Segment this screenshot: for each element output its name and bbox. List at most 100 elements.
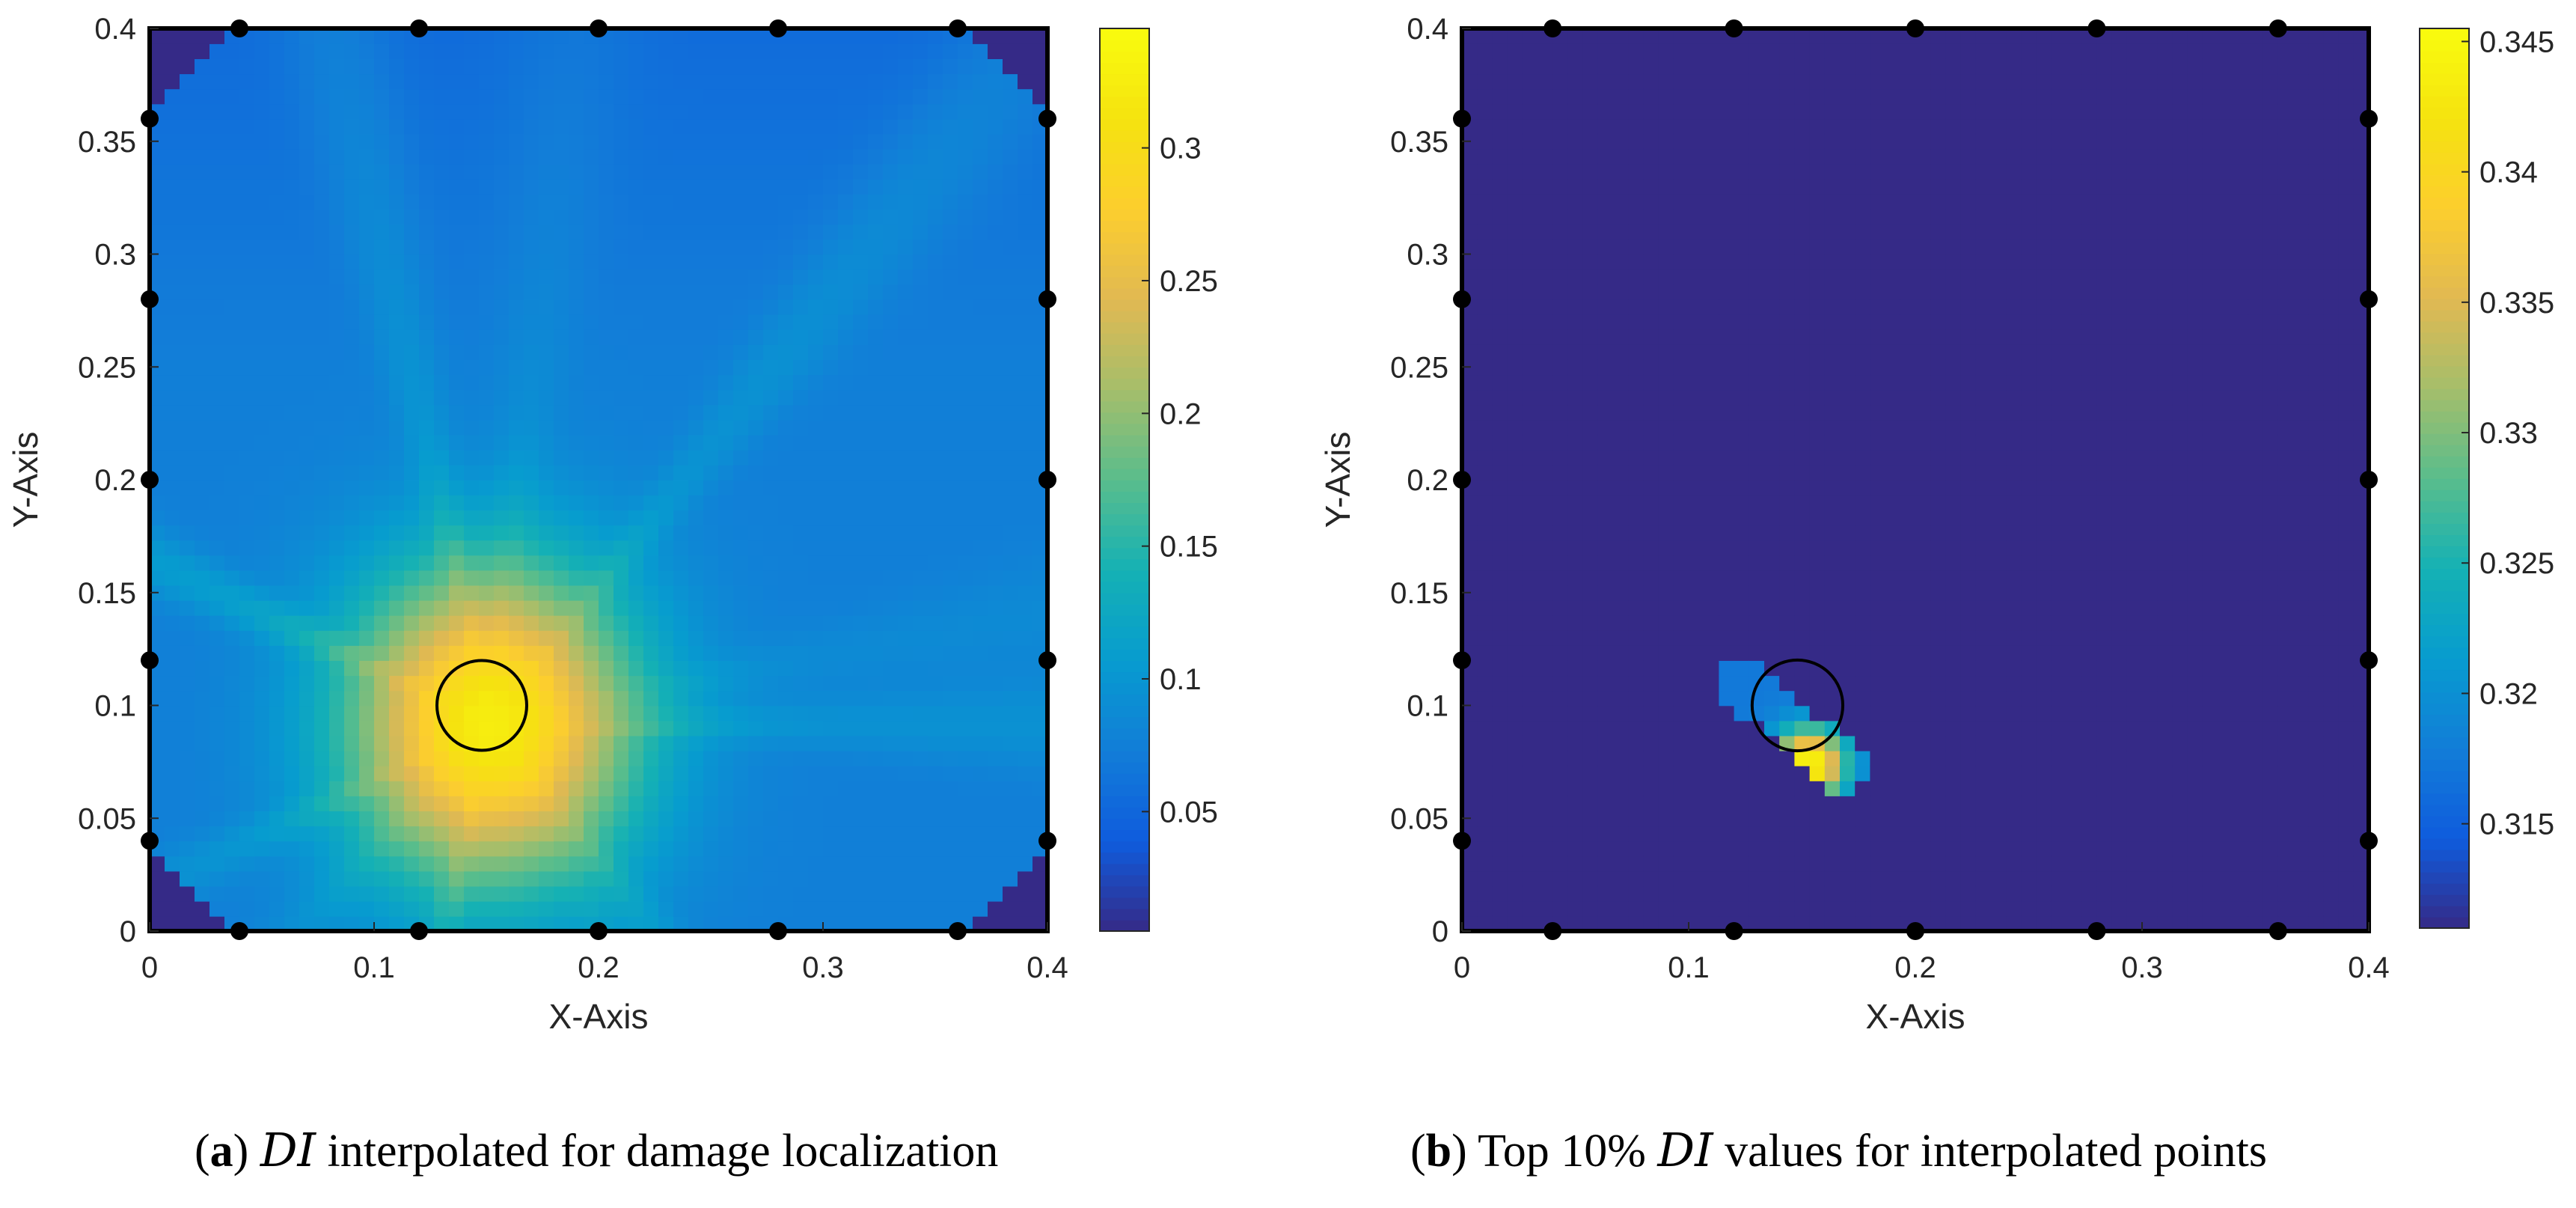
heatmap-cell	[1749, 434, 1765, 451]
heatmap-cell	[733, 826, 749, 842]
heatmap-cell	[165, 209, 180, 225]
heatmap-cell	[1673, 675, 1689, 692]
heatmap-cell	[374, 900, 390, 917]
heatmap-cell	[1764, 449, 1780, 466]
heatmap-cell	[733, 58, 749, 75]
heatmap-cell	[584, 870, 599, 887]
heatmap-cell	[569, 329, 584, 345]
heatmap-cell	[554, 194, 569, 210]
heatmap-cell	[239, 434, 255, 451]
heatmap-cell	[464, 480, 480, 495]
heatmap-cell	[524, 239, 539, 255]
heatmap-cell	[165, 133, 180, 150]
heatmap-cell	[1764, 480, 1780, 495]
heatmap-cell	[165, 585, 180, 601]
heatmap-cell	[643, 750, 659, 766]
heatmap-cell	[1582, 841, 1599, 857]
heatmap-cell	[180, 525, 195, 541]
heatmap-cell	[958, 600, 973, 616]
heatmap-cell	[883, 344, 899, 360]
heatmap-cell	[1613, 870, 1629, 887]
heatmap-cell	[913, 811, 928, 827]
heatmap-cell	[1734, 314, 1750, 330]
heatmap-cell	[239, 148, 255, 165]
heatmap-cell	[643, 735, 659, 751]
heatmap-cell	[628, 630, 644, 646]
heatmap-cell	[1749, 449, 1765, 466]
heatmap-cell	[1018, 660, 1033, 677]
heatmap-cell	[389, 344, 405, 360]
heatmap-cell	[733, 434, 749, 451]
heatmap-cell	[943, 404, 958, 421]
heatmap-cell	[314, 464, 330, 481]
heatmap-cell	[1538, 179, 1553, 195]
heatmap-cell	[778, 645, 794, 661]
heatmap-cell	[718, 690, 734, 707]
colorbar-segment	[1100, 310, 1149, 323]
heatmap-cell	[1567, 58, 1584, 75]
heatmap-cell	[209, 179, 225, 195]
heatmap-cell	[1507, 720, 1523, 736]
heatmap-cell	[973, 374, 988, 391]
heatmap-cell	[1538, 705, 1553, 722]
heatmap-cell	[494, 118, 510, 135]
heatmap-cell	[554, 284, 569, 300]
heatmap-cell	[1734, 555, 1750, 571]
heatmap-cell	[628, 419, 644, 436]
heatmap-cell	[763, 480, 779, 495]
heatmap-cell	[479, 480, 495, 495]
heatmap-cell	[1522, 133, 1538, 150]
heatmap-cell	[404, 750, 420, 766]
heatmap-cell	[1719, 720, 1735, 736]
heatmap-cell	[344, 540, 360, 556]
heatmap-cell	[883, 299, 899, 315]
heatmap-cell	[1032, 585, 1048, 601]
heatmap-cell	[254, 163, 270, 180]
heatmap-cell	[389, 209, 405, 225]
heatmap-cell	[314, 781, 330, 796]
heatmap-cell	[973, 570, 988, 586]
heatmap-cell	[658, 540, 674, 556]
heatmap-cell	[1018, 690, 1033, 707]
heatmap-cell	[1628, 811, 1645, 827]
heatmap-cell	[1658, 540, 1674, 556]
heatmap-cell	[973, 675, 988, 692]
heatmap-cell	[404, 133, 420, 150]
colorbar-segment	[1100, 919, 1149, 932]
heatmap-cell	[628, 495, 644, 510]
heatmap-cell	[1613, 58, 1629, 75]
heatmap-cell	[778, 540, 794, 556]
heatmap-cell	[898, 239, 914, 255]
heatmap-cell	[1538, 209, 1553, 225]
heatmap-cell	[1477, 811, 1493, 827]
heatmap-cell	[524, 540, 539, 556]
heatmap-cell	[628, 765, 644, 781]
heatmap-cell	[599, 224, 614, 240]
heatmap-cell	[1749, 841, 1765, 857]
heatmap-cell	[778, 781, 794, 796]
heatmap-cell	[988, 43, 1003, 59]
heatmap-cell	[599, 510, 614, 526]
heatmap-cell	[1032, 88, 1048, 105]
heatmap-cell	[434, 284, 450, 300]
heatmap-cell	[1673, 826, 1689, 842]
heatmap-cell	[269, 163, 285, 180]
heatmap-cell	[1567, 28, 1584, 44]
heatmap-cell	[688, 900, 704, 917]
heatmap-cell	[599, 148, 614, 165]
heatmap-cell	[673, 148, 689, 165]
heatmap-cell	[509, 855, 524, 872]
heatmap-cell	[404, 359, 420, 376]
heatmap-cell	[404, 329, 420, 345]
heatmap-cell	[404, 600, 420, 616]
heatmap-cell	[628, 570, 644, 586]
heatmap-cell	[1643, 209, 1659, 225]
heatmap-cell	[1749, 855, 1765, 872]
heatmap-cell	[958, 224, 973, 240]
heatmap-cell	[1538, 600, 1553, 616]
heatmap-cell	[928, 344, 943, 360]
heatmap-cell	[1492, 58, 1508, 75]
heatmap-cell	[599, 374, 614, 391]
heatmap-cell	[628, 781, 644, 796]
heatmap-cell	[150, 705, 165, 722]
